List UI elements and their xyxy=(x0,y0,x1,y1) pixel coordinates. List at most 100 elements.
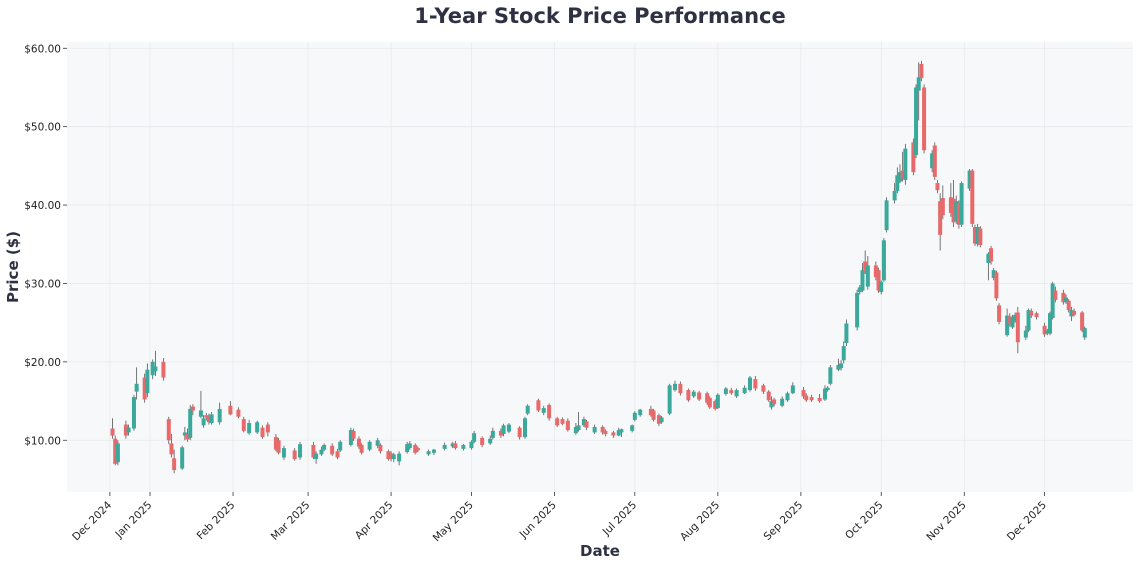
candle xyxy=(172,449,177,474)
candle-body-up xyxy=(1047,313,1052,334)
candle xyxy=(576,412,581,432)
candle-body-up xyxy=(488,438,493,444)
candle xyxy=(201,415,206,428)
candle xyxy=(241,416,246,433)
candle xyxy=(188,404,193,441)
candle-body-up xyxy=(903,148,908,180)
candle-body-down xyxy=(204,415,209,418)
candle-body-up xyxy=(1013,314,1018,322)
candle xyxy=(142,373,147,403)
candle xyxy=(255,420,260,434)
candle-body-down xyxy=(1015,312,1020,343)
candle-body-up xyxy=(715,394,720,409)
candle xyxy=(190,404,195,416)
candle-body-up xyxy=(145,369,150,394)
candle xyxy=(697,390,702,402)
candle xyxy=(311,441,316,460)
candle xyxy=(1050,281,1055,320)
candle-body-down xyxy=(801,390,806,397)
candle-body-up xyxy=(659,417,664,423)
x-tick-label: Jul 2025 xyxy=(600,499,639,538)
candle-body-down xyxy=(713,401,718,409)
x-tick-label: Nov 2025 xyxy=(924,499,968,543)
candle xyxy=(611,430,616,438)
candle-body-up xyxy=(153,366,158,372)
candle-body-up xyxy=(1023,330,1028,338)
candle xyxy=(450,441,455,449)
candle-body-down xyxy=(560,419,565,424)
candle xyxy=(1005,308,1010,337)
candle xyxy=(501,423,506,437)
candle-body-up xyxy=(126,427,131,433)
candle-body-up xyxy=(134,383,139,392)
candle xyxy=(630,424,635,433)
candle-body-down xyxy=(110,428,115,436)
candle-body-up xyxy=(198,410,203,417)
y-axis-label: Price ($) xyxy=(4,231,22,303)
candle xyxy=(747,375,752,392)
candle xyxy=(182,426,187,441)
candle-body-down xyxy=(686,390,691,401)
x-tick-label: Apr 2025 xyxy=(353,499,396,542)
candle-body-down xyxy=(1066,300,1071,311)
candle xyxy=(970,169,975,228)
candle xyxy=(265,422,270,437)
candle-body-up xyxy=(914,87,919,155)
candle xyxy=(860,263,865,293)
candle xyxy=(1007,313,1012,327)
candle-body-up xyxy=(150,361,155,376)
candle-body-up xyxy=(954,201,959,221)
candle-body-down xyxy=(276,440,281,453)
candle xyxy=(648,405,653,417)
candle-body-down xyxy=(863,261,868,273)
candle-body-up xyxy=(844,323,849,344)
candle-body-up xyxy=(209,414,214,424)
candle xyxy=(1045,328,1050,336)
candle-body-down xyxy=(415,448,420,451)
candle-body-up xyxy=(1069,310,1074,317)
candle-body-up xyxy=(348,430,353,445)
candle xyxy=(975,223,980,247)
candle-body-down xyxy=(330,445,335,455)
candle-body-up xyxy=(188,408,193,438)
candle xyxy=(772,397,777,407)
candle-body-down xyxy=(656,415,661,424)
candle-body-down xyxy=(651,410,656,420)
candle xyxy=(865,256,870,290)
candle-body-up xyxy=(1082,328,1087,338)
candle-body-up xyxy=(501,425,506,434)
candle xyxy=(916,62,921,121)
candle-body-up xyxy=(841,346,846,361)
candle-body-down xyxy=(113,438,118,464)
candle xyxy=(405,441,410,454)
candle-body-up xyxy=(986,253,991,264)
candle xyxy=(560,417,565,426)
candle xyxy=(292,448,297,461)
candle-body-down xyxy=(536,400,541,411)
candle-body-down xyxy=(707,397,712,408)
candle xyxy=(506,423,511,434)
candle-body-up xyxy=(314,453,319,460)
candle-body-up xyxy=(638,409,643,416)
candle-body-up xyxy=(672,383,677,391)
candle xyxy=(573,423,578,435)
candle xyxy=(632,411,637,422)
candle xyxy=(1066,299,1071,313)
candle xyxy=(547,403,552,421)
candle-body-down xyxy=(555,418,560,426)
candle-body-down xyxy=(873,265,878,278)
candle-body-up xyxy=(967,170,972,189)
candle-body-up xyxy=(884,200,889,231)
candle-body-up xyxy=(431,449,436,453)
candle xyxy=(431,448,436,456)
candle-body-up xyxy=(822,388,827,400)
candle-body-down xyxy=(817,397,822,402)
candle xyxy=(359,443,364,455)
candle-body-up xyxy=(825,387,830,391)
candle xyxy=(691,390,696,398)
candle xyxy=(592,424,597,434)
candle xyxy=(600,425,605,435)
candle-body-up xyxy=(734,390,739,397)
candle xyxy=(713,399,718,411)
